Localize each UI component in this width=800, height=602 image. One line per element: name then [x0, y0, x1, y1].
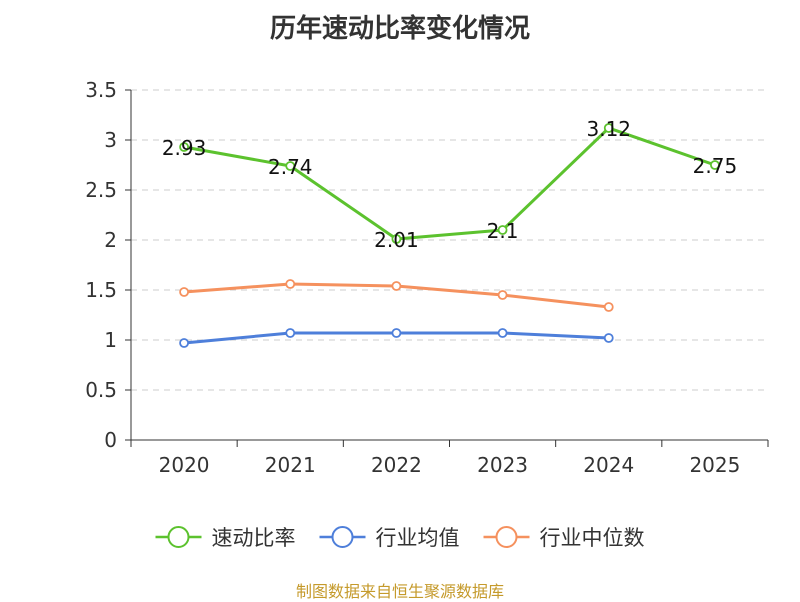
data-point	[285, 161, 296, 171]
legend-item: 行业中位数	[483, 526, 645, 550]
data-label: 2.01	[374, 228, 419, 252]
y-tick-label: 3.5	[85, 78, 117, 102]
data-point	[285, 279, 296, 289]
legend-marker-icon	[331, 526, 354, 548]
data-point	[179, 287, 189, 297]
legend-label: 速动比率	[212, 526, 296, 550]
x-tick-label: 2025	[689, 453, 740, 477]
x-tick-label: 2023	[477, 453, 528, 477]
data-point	[391, 281, 402, 291]
y-tick-label: 3	[104, 128, 117, 152]
y-tick-label: 2.5	[85, 178, 117, 202]
x-tick-label: 2024	[583, 453, 634, 477]
legend-marker-icon	[495, 526, 518, 548]
data-label: 2.75	[693, 154, 738, 178]
legend-marker-icon	[167, 526, 190, 548]
series-line-0	[183, 126, 716, 241]
data-point	[497, 290, 508, 300]
data-point	[391, 234, 402, 244]
legend-item: 行业均值	[319, 526, 460, 550]
legend-item: 速动比率	[155, 526, 296, 550]
data-label: 2.1	[487, 219, 519, 243]
y-tick-label: 1	[104, 328, 117, 352]
data-point	[179, 338, 189, 348]
data-label: 3.12	[586, 117, 631, 141]
data-point	[603, 123, 614, 133]
data-point	[603, 302, 614, 312]
y-tick-label: 2	[104, 228, 117, 252]
y-tick-label: 0	[104, 428, 117, 452]
x-tick-label: 2021	[265, 453, 316, 477]
data-source-note: 制图数据来自恒生聚源数据库	[295, 582, 504, 601]
data-point	[285, 328, 296, 338]
data-point	[391, 328, 402, 338]
y-tick-label: 1.5	[85, 278, 117, 302]
x-tick-label: 2020	[159, 453, 210, 477]
legend-label: 行业均值	[376, 526, 460, 550]
data-label: 2.74	[268, 155, 313, 179]
x-tick-label: 2022	[371, 453, 422, 477]
data-label: 2.93	[162, 136, 207, 160]
data-point	[603, 333, 614, 343]
chart-title: 历年速动比率变化情况	[269, 14, 530, 44]
data-point	[497, 225, 508, 235]
data-point	[497, 328, 508, 338]
data-point	[179, 142, 189, 152]
y-tick-label: 0.5	[85, 378, 117, 402]
data-point	[710, 160, 720, 170]
legend-label: 行业中位数	[540, 526, 645, 550]
